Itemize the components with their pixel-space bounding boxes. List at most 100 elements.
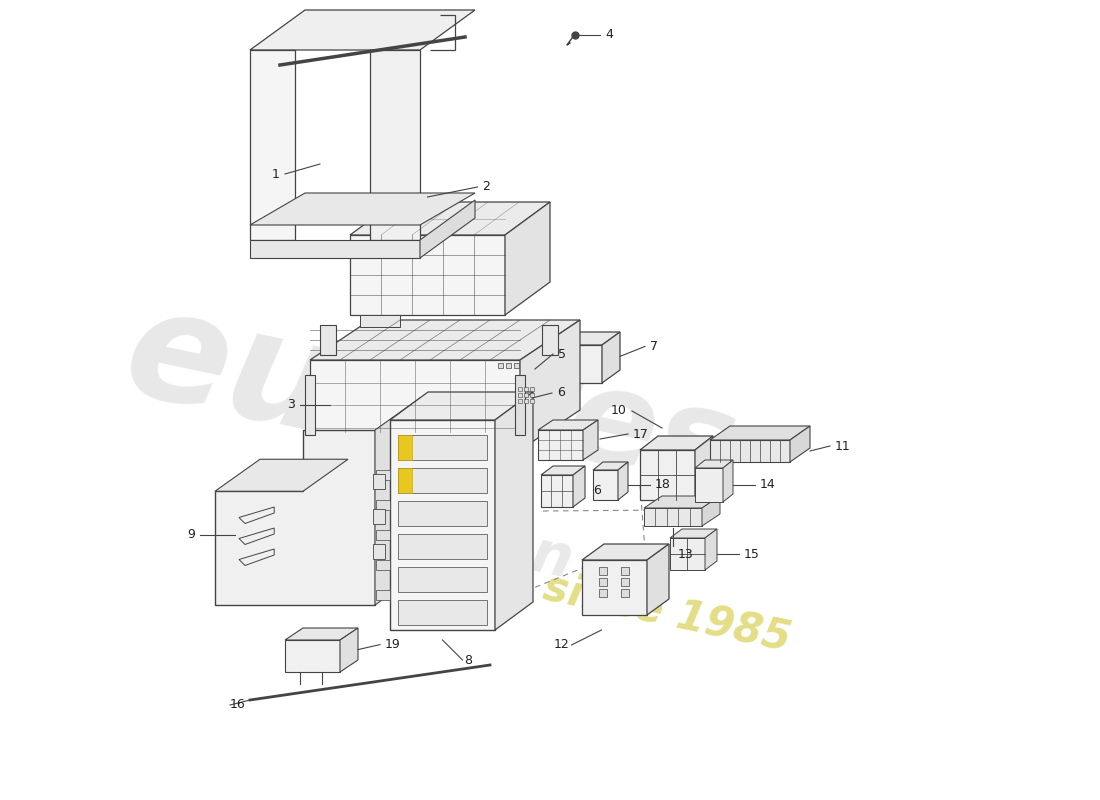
Text: 17: 17 bbox=[632, 427, 649, 441]
Polygon shape bbox=[560, 332, 620, 345]
Polygon shape bbox=[420, 200, 475, 258]
Bar bbox=[524, 387, 528, 391]
Polygon shape bbox=[538, 420, 598, 430]
Polygon shape bbox=[670, 538, 705, 570]
Polygon shape bbox=[285, 628, 358, 640]
Bar bbox=[524, 393, 528, 397]
Bar bbox=[530, 399, 533, 403]
Bar bbox=[373, 509, 385, 524]
Polygon shape bbox=[250, 50, 295, 240]
Bar bbox=[530, 387, 533, 391]
Bar bbox=[498, 363, 503, 368]
Bar bbox=[621, 589, 629, 597]
Polygon shape bbox=[702, 496, 721, 526]
Polygon shape bbox=[214, 459, 348, 491]
Polygon shape bbox=[522, 381, 532, 408]
Text: 2: 2 bbox=[483, 181, 491, 194]
Polygon shape bbox=[644, 508, 702, 526]
Polygon shape bbox=[250, 193, 475, 225]
Text: 18: 18 bbox=[654, 478, 671, 491]
Polygon shape bbox=[495, 392, 534, 630]
Polygon shape bbox=[214, 430, 375, 605]
Text: 12: 12 bbox=[553, 638, 570, 651]
Polygon shape bbox=[670, 529, 717, 538]
Bar bbox=[398, 534, 487, 559]
Polygon shape bbox=[497, 388, 522, 408]
Text: 10: 10 bbox=[612, 405, 627, 418]
Bar bbox=[376, 530, 390, 540]
Bar bbox=[600, 589, 607, 597]
Polygon shape bbox=[573, 466, 585, 507]
Bar bbox=[376, 470, 390, 480]
Polygon shape bbox=[710, 440, 790, 462]
Bar bbox=[506, 363, 512, 368]
Text: 16: 16 bbox=[229, 698, 245, 711]
Polygon shape bbox=[285, 640, 340, 672]
Bar bbox=[398, 501, 487, 526]
Text: 19: 19 bbox=[385, 638, 400, 651]
Text: 14: 14 bbox=[760, 478, 775, 491]
Polygon shape bbox=[560, 345, 602, 383]
Text: res: res bbox=[493, 344, 747, 516]
Polygon shape bbox=[495, 358, 522, 380]
Polygon shape bbox=[541, 475, 573, 507]
Text: 3: 3 bbox=[287, 398, 295, 411]
Polygon shape bbox=[310, 360, 520, 450]
Bar bbox=[518, 387, 522, 391]
Bar bbox=[398, 468, 412, 493]
Polygon shape bbox=[695, 468, 723, 502]
Polygon shape bbox=[593, 462, 628, 470]
Text: 6: 6 bbox=[593, 485, 601, 498]
Polygon shape bbox=[695, 436, 713, 500]
Polygon shape bbox=[340, 628, 358, 672]
Polygon shape bbox=[497, 381, 532, 388]
Bar bbox=[398, 567, 487, 592]
Polygon shape bbox=[390, 392, 534, 420]
Polygon shape bbox=[695, 460, 733, 468]
Polygon shape bbox=[640, 436, 713, 450]
Bar bbox=[518, 399, 522, 403]
Polygon shape bbox=[390, 420, 495, 630]
Polygon shape bbox=[647, 544, 669, 615]
Polygon shape bbox=[310, 320, 580, 360]
Text: 6: 6 bbox=[557, 386, 565, 399]
Text: 8: 8 bbox=[464, 654, 473, 666]
Text: 15: 15 bbox=[744, 547, 760, 561]
Polygon shape bbox=[644, 496, 721, 508]
Polygon shape bbox=[305, 375, 315, 435]
Bar bbox=[398, 435, 487, 460]
Bar bbox=[518, 393, 522, 397]
Bar bbox=[398, 600, 487, 625]
Text: 1: 1 bbox=[272, 167, 280, 181]
Bar bbox=[376, 500, 390, 510]
Polygon shape bbox=[520, 320, 580, 450]
Polygon shape bbox=[320, 325, 336, 355]
Text: 9: 9 bbox=[187, 529, 195, 542]
Polygon shape bbox=[350, 202, 550, 235]
Polygon shape bbox=[538, 430, 583, 460]
Polygon shape bbox=[495, 349, 535, 358]
Polygon shape bbox=[790, 426, 810, 462]
Polygon shape bbox=[370, 50, 420, 240]
Polygon shape bbox=[505, 202, 550, 315]
Bar bbox=[373, 544, 385, 558]
Polygon shape bbox=[593, 470, 618, 500]
Polygon shape bbox=[582, 544, 669, 560]
Bar bbox=[621, 578, 629, 586]
Polygon shape bbox=[541, 466, 585, 475]
Polygon shape bbox=[602, 332, 620, 383]
Bar bbox=[524, 399, 528, 403]
Bar bbox=[514, 363, 519, 368]
Polygon shape bbox=[583, 420, 598, 460]
Bar bbox=[600, 578, 607, 586]
Text: 4: 4 bbox=[605, 29, 613, 42]
Polygon shape bbox=[250, 240, 420, 258]
Polygon shape bbox=[360, 315, 400, 327]
Polygon shape bbox=[723, 460, 733, 502]
Text: euro: euro bbox=[112, 276, 528, 504]
Bar bbox=[398, 435, 412, 460]
Bar bbox=[621, 567, 629, 575]
Polygon shape bbox=[542, 325, 558, 355]
Text: 11: 11 bbox=[835, 439, 850, 453]
Bar bbox=[376, 560, 390, 570]
